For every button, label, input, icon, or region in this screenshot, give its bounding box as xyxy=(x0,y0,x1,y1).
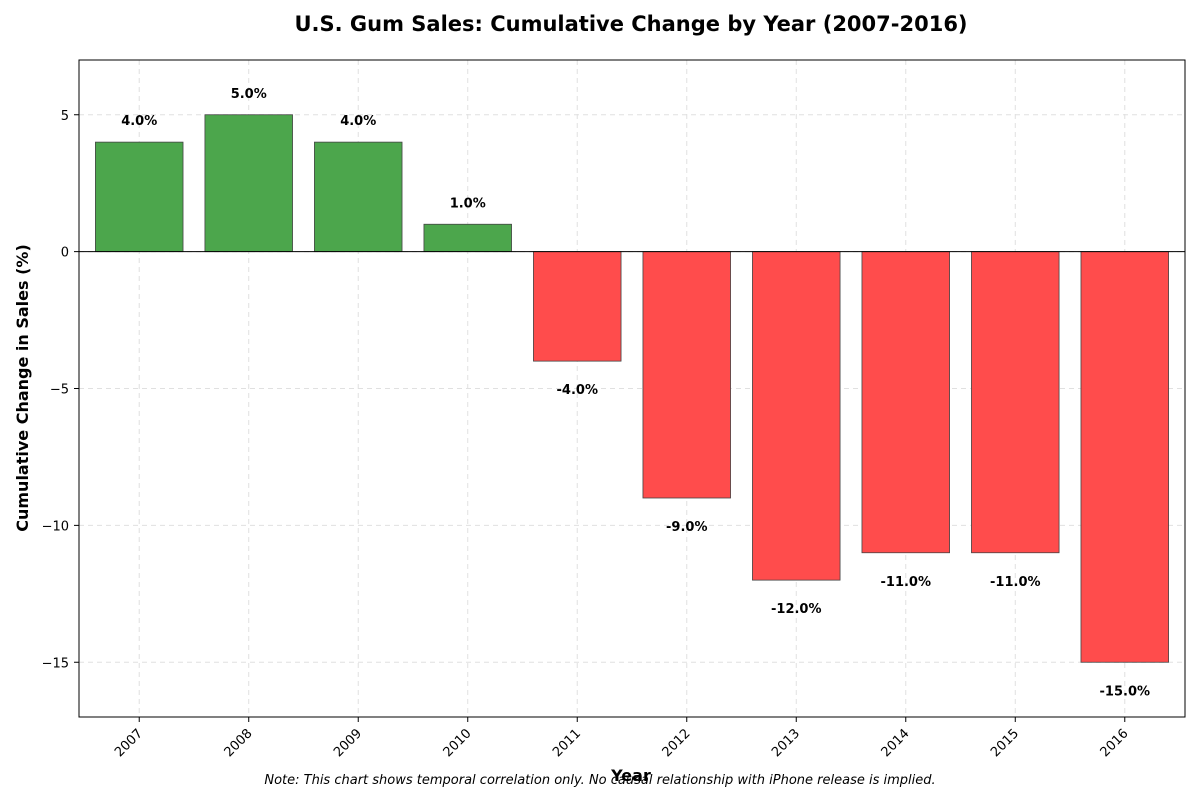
data-label-2012: -9.0% xyxy=(666,520,707,535)
y-tick-label: 0 xyxy=(61,246,69,261)
bar-2007 xyxy=(95,141,184,253)
bar-2016 xyxy=(1080,251,1169,663)
bar-2013 xyxy=(752,251,841,581)
bars xyxy=(95,114,1169,663)
data-label-2015: -11.0% xyxy=(990,575,1041,590)
data-label-2009: 4.0% xyxy=(340,114,376,129)
data-label-2014: -11.0% xyxy=(881,575,932,590)
data-label-2013: -12.0% xyxy=(771,602,822,617)
y-axis-label: Cumulative Change in Sales (%) xyxy=(13,244,32,532)
chart-note: Note: This chart shows temporal correlat… xyxy=(264,773,935,788)
bar-2015 xyxy=(971,251,1060,554)
bar-2011 xyxy=(533,251,622,362)
bar-2008 xyxy=(204,114,293,253)
data-label-2011: -4.0% xyxy=(557,383,598,398)
bar-2012 xyxy=(642,251,731,499)
bar-2009 xyxy=(314,141,403,253)
x-axis-label: Year xyxy=(610,766,651,785)
y-tick-label: −5 xyxy=(50,383,69,398)
y-axis-ticks: 5 0 −5 −10 −15 xyxy=(42,109,79,671)
data-label-2016: -15.0% xyxy=(1100,684,1151,699)
data-label-2008: 5.0% xyxy=(231,87,267,102)
data-labels: 4.0% 5.0% 4.0% 1.0% -4.0% -9.0% -12.0% -11.0% -1… xyxy=(121,87,1150,700)
y-tick-label: 5 xyxy=(61,109,69,124)
chart-title: U.S. Gum Sales: Cumulative Change by Yea… xyxy=(294,12,967,36)
y-tick-label: −15 xyxy=(42,656,69,671)
bar-2010 xyxy=(423,223,512,253)
data-label-2007: 4.0% xyxy=(121,114,157,129)
y-tick-label: −10 xyxy=(42,519,69,534)
bar-2014 xyxy=(861,251,950,554)
data-label-2010: 1.0% xyxy=(450,196,486,211)
